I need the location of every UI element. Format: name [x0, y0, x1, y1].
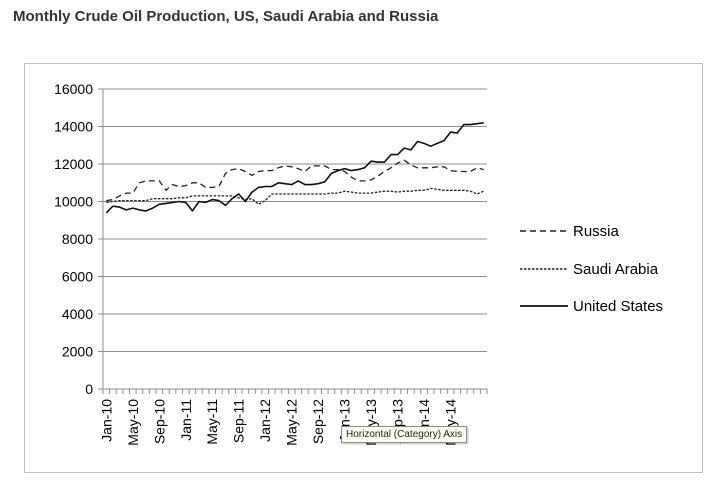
- series-line-saudi-arabia[interactable]: [106, 187, 484, 205]
- x-tick-label: Jan-11: [178, 399, 194, 441]
- y-tick-label: 16000: [54, 81, 93, 97]
- legend-label: Russia: [573, 223, 620, 240]
- series-line-united-states[interactable]: [105, 122, 484, 214]
- x-tick-label: May-10: [125, 399, 141, 446]
- x-tick-label: Jan-10: [98, 399, 114, 442]
- x-tick-label: May-11: [204, 399, 220, 445]
- y-tick-label: 0: [85, 381, 93, 397]
- page-title: Monthly Crude Oil Production, US, Saudi …: [13, 8, 439, 25]
- y-tick-label: 4000: [62, 306, 93, 322]
- x-tick-label: Sep-12: [310, 399, 326, 444]
- y-tick-label: 2000: [62, 344, 93, 360]
- x-tick-label: May-12: [284, 399, 300, 446]
- legend-label: Saudi Arabia: [573, 261, 659, 278]
- x-tick-label: Jan-12: [257, 399, 273, 442]
- y-tick-label: 6000: [62, 269, 93, 285]
- series-line-russia[interactable]: [106, 159, 484, 202]
- y-tick-label: 14000: [54, 119, 93, 135]
- x-tick-label: Sep-10: [151, 399, 167, 444]
- x-tick-label: Sep-11: [231, 399, 247, 443]
- y-tick-label: 10000: [54, 194, 93, 210]
- axis-tooltip: Horizontal (Category) Axis: [341, 426, 468, 443]
- chart-area[interactable]: [24, 63, 703, 473]
- y-tick-label: 8000: [62, 231, 93, 247]
- y-tick-label: 12000: [54, 156, 93, 172]
- legend-label: United States: [573, 298, 663, 315]
